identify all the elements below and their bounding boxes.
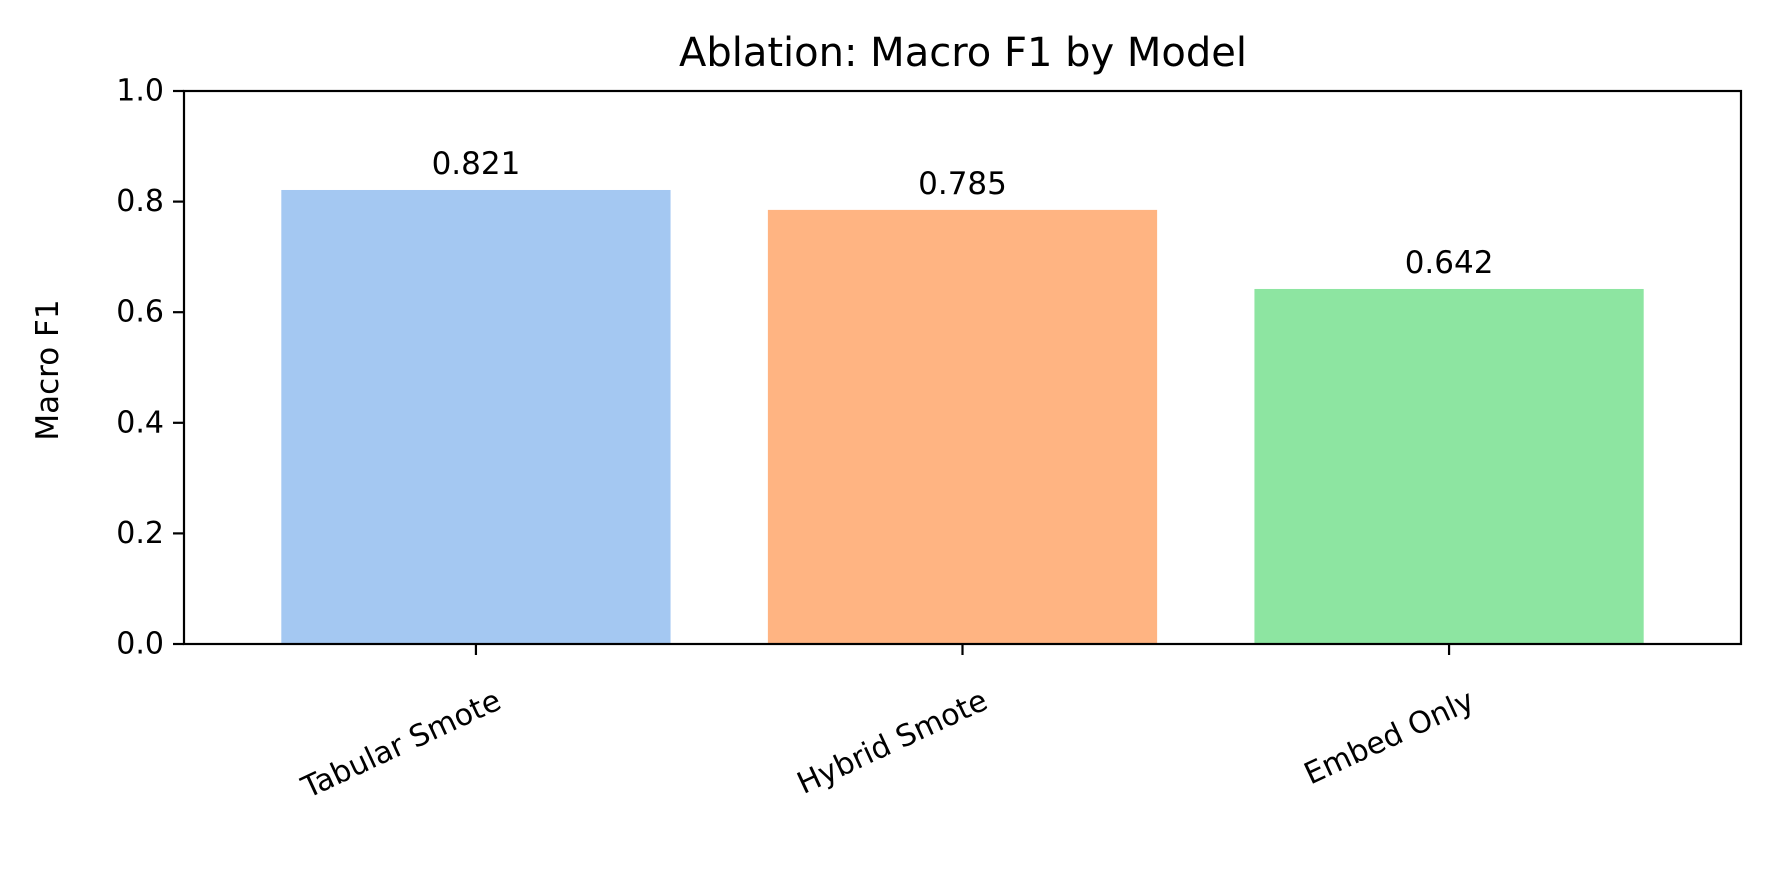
y-tick-label: 0.4: [116, 405, 164, 440]
chart-title: Ablation: Macro F1 by Model: [679, 30, 1247, 76]
bar-value-label: 0.785: [918, 166, 1007, 202]
plot-frame: [182, 89, 1743, 646]
bar: [281, 189, 671, 644]
y-tick-label: 0.6: [116, 295, 164, 330]
y-tick-label: 0.0: [116, 627, 164, 662]
y-tick-label: 0.2: [116, 516, 164, 551]
x-tick-label: Embed Only: [1299, 683, 1480, 792]
bar-value-label: 0.821: [432, 146, 521, 182]
x-tick-label: Hybrid Smote: [792, 683, 993, 802]
bar-value-label: 0.642: [1405, 245, 1494, 281]
bar: [767, 209, 1158, 644]
x-tick-label: Tabular Smote: [296, 683, 507, 806]
bars-layer: 0.821 0.785 0.642: [281, 146, 1644, 644]
y-tick-label: 1.0: [116, 74, 164, 109]
y-tick-label: 0.8: [116, 184, 164, 219]
bar: [1254, 288, 1644, 644]
y-axis-label: Macro F1: [30, 299, 66, 440]
